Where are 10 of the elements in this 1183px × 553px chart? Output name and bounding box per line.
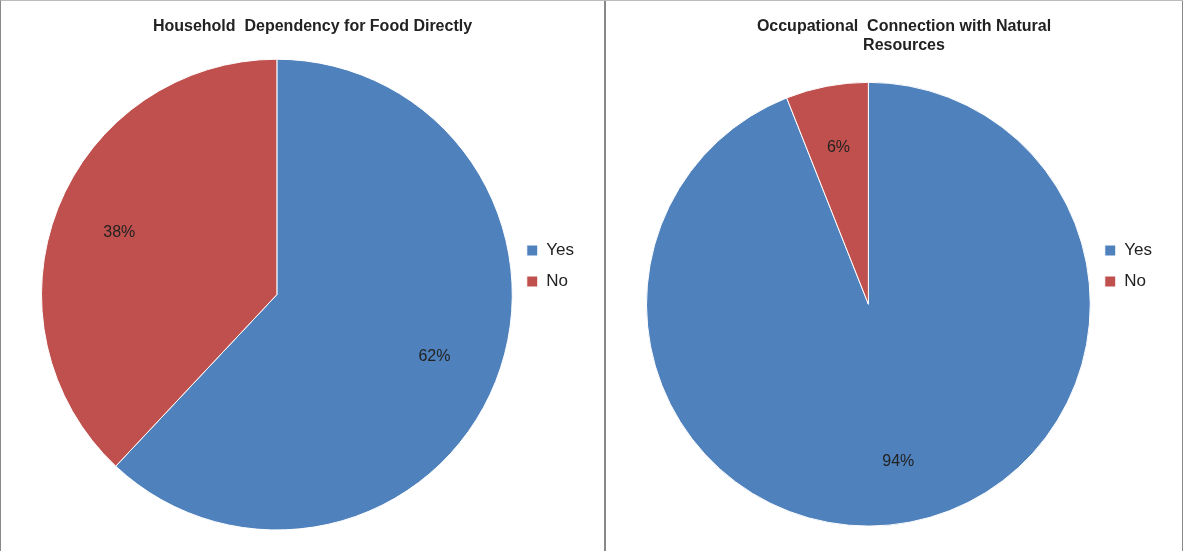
data-label: 94% bbox=[882, 451, 915, 469]
data-label: 38% bbox=[103, 222, 136, 240]
chart-title: Occupational Connection with Natural Resources bbox=[756, 17, 1052, 54]
data-label: 62% bbox=[418, 347, 451, 365]
legend-label: No bbox=[546, 271, 568, 291]
legend-label: Yes bbox=[1124, 240, 1152, 260]
legend-label: No bbox=[1124, 271, 1146, 291]
chart-title: Household Dependency for Food Directly bbox=[152, 17, 473, 35]
legend-label: Yes bbox=[546, 240, 574, 260]
data-label: 6% bbox=[826, 137, 851, 155]
